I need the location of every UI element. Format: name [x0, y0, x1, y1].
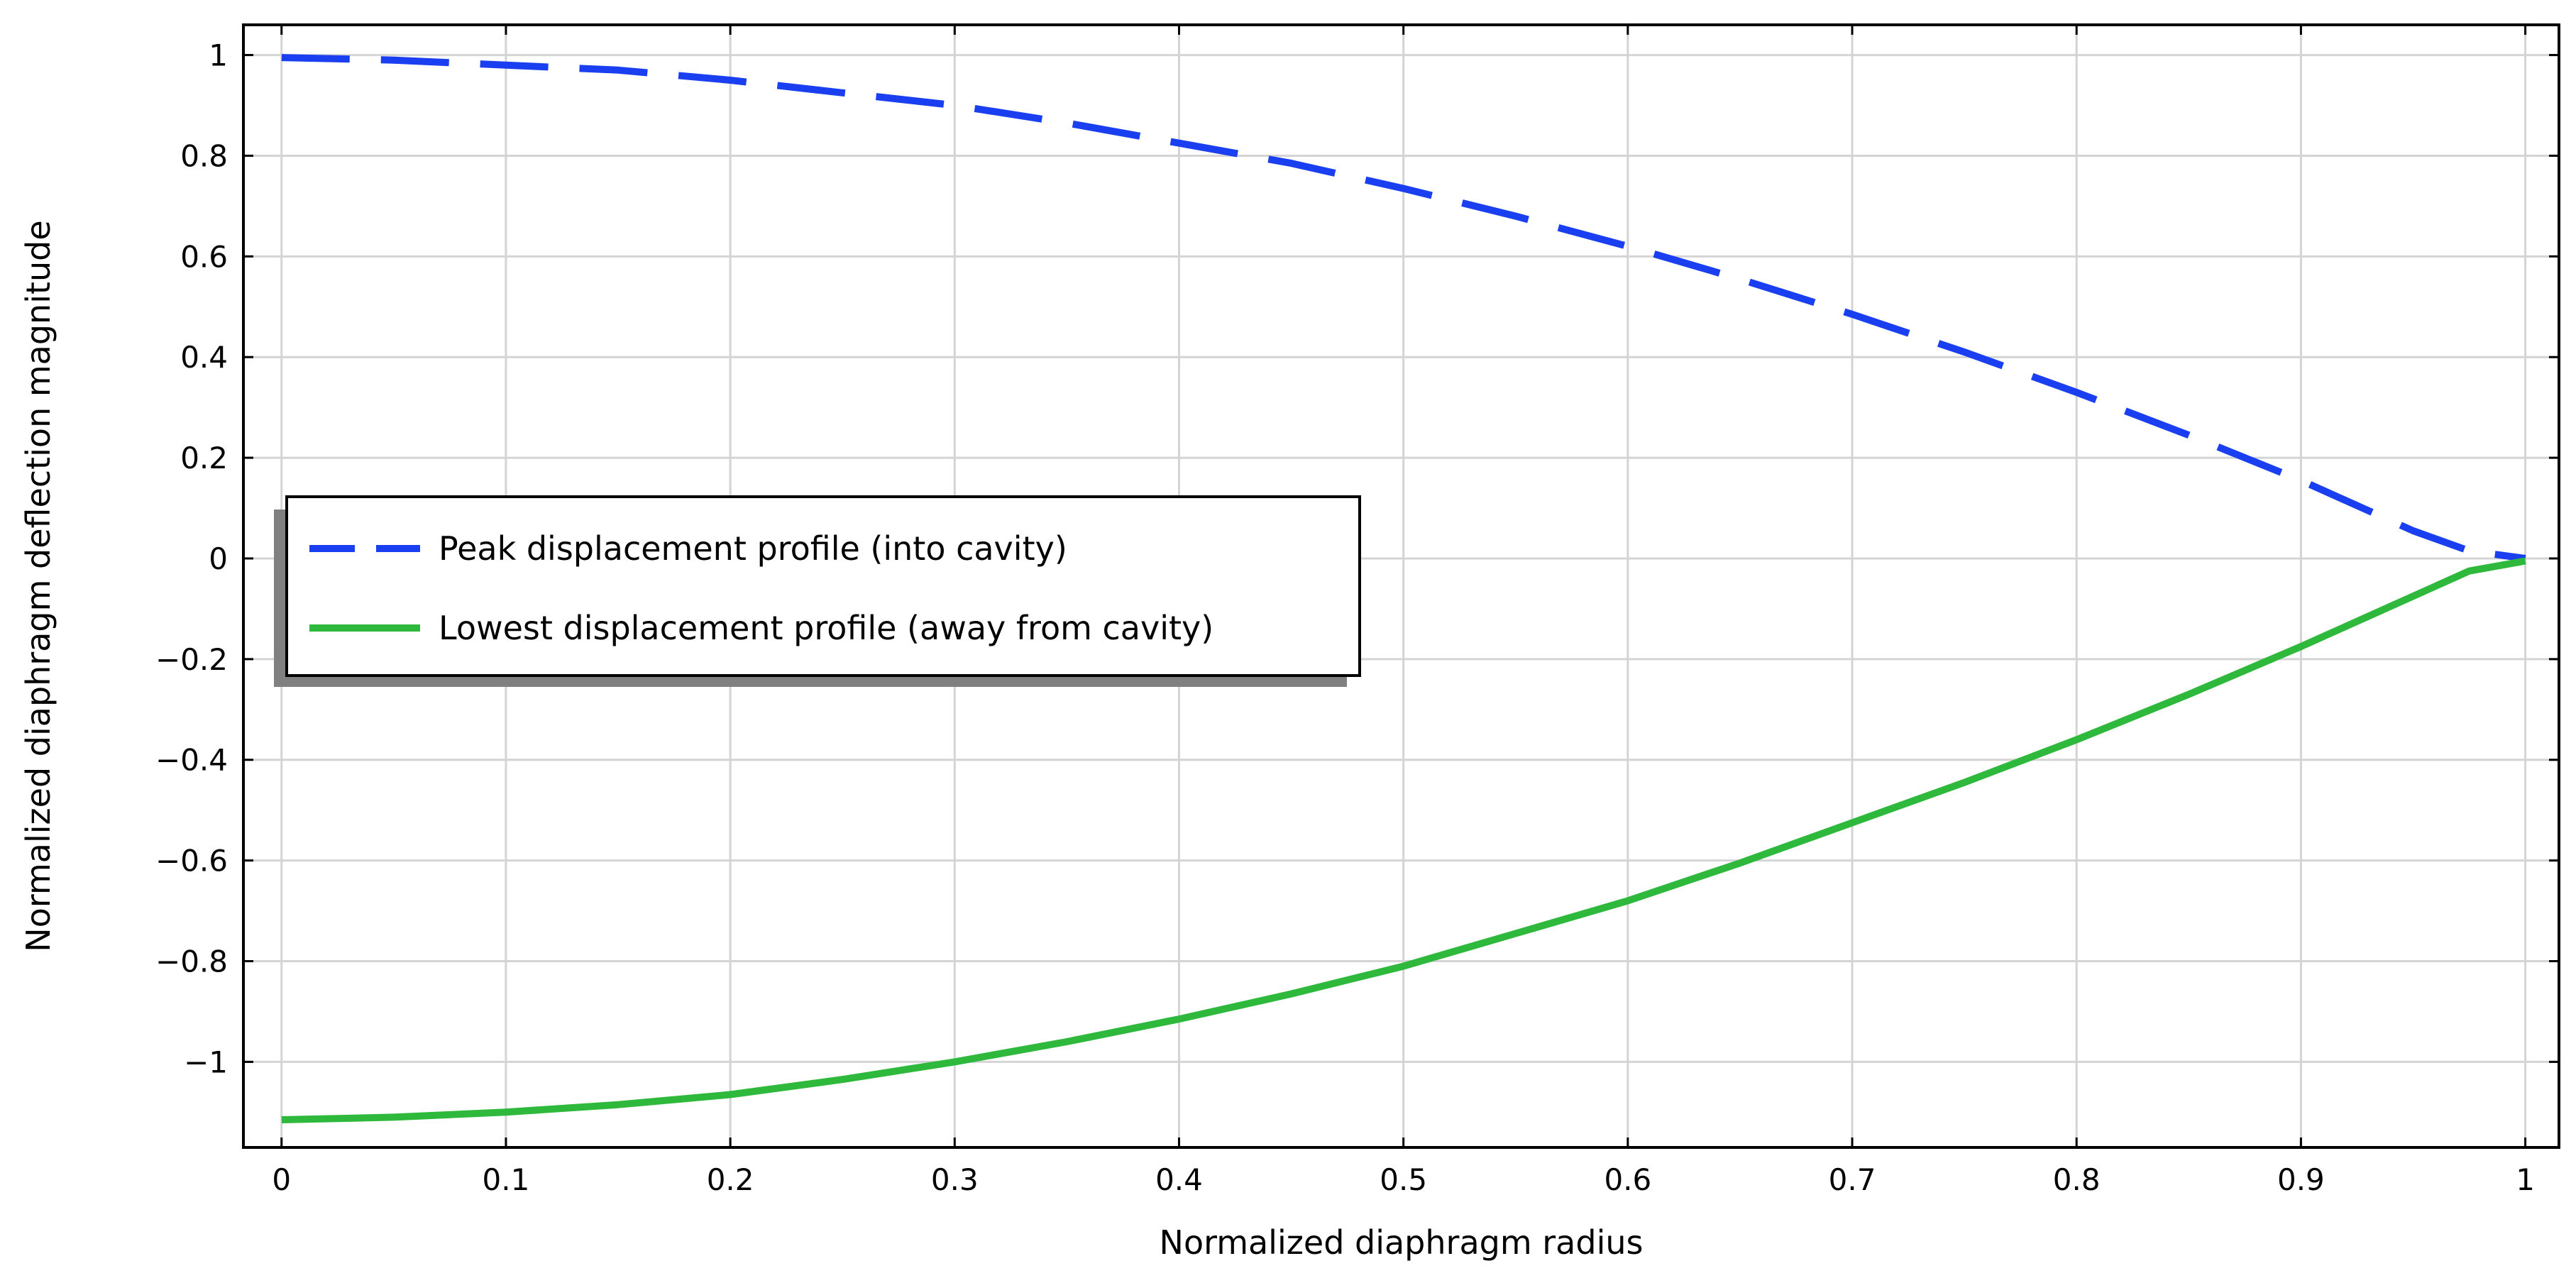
- legend-entry-lowest: Lowest displacement profile (away from c…: [439, 609, 1213, 647]
- x-tick-label: 0.4: [1155, 1162, 1203, 1197]
- y-tick-label: 0.6: [180, 239, 228, 274]
- grid: [243, 25, 2559, 1147]
- y-tick-label: 0.4: [180, 340, 228, 375]
- y-tick-label: −0.4: [155, 743, 228, 778]
- y-tick-label: 1: [209, 38, 228, 73]
- y-tick-label: 0.8: [180, 138, 228, 173]
- x-tick-label: 0.2: [707, 1162, 754, 1197]
- x-tick-label: 0: [272, 1162, 291, 1197]
- x-tick-label: 0.3: [931, 1162, 979, 1197]
- legend-box: [285, 495, 1361, 677]
- x-tick-label: 1: [2516, 1162, 2535, 1197]
- x-axis-label: Normalized diaphragm radius: [1160, 1223, 1644, 1262]
- series-line-peak: [281, 54, 2526, 562]
- x-tick-label: 0.6: [1604, 1162, 1651, 1197]
- legend-entry-peak: Peak displacement profile (into cavity): [439, 529, 1067, 568]
- y-tick-label: −0.6: [155, 844, 228, 878]
- y-axis-label: Normalized diaphragm deflection magnitud…: [19, 220, 57, 952]
- x-tick-label: 0.8: [2053, 1162, 2101, 1197]
- x-tick-label: 0.1: [483, 1162, 530, 1197]
- y-tick-label: −0.8: [155, 944, 228, 979]
- x-tick-label: 0.7: [1829, 1162, 1876, 1197]
- y-tick-label: 0.2: [180, 441, 228, 475]
- tick-layer: 0 0.1 0.2 0.3 0.4 0.5 0.6 0.7 0.8 0.9 1 1 0.8 0.6 0.4 0…: [155, 25, 2559, 1197]
- y-tick-label: 0: [209, 541, 228, 576]
- plot-frame: [242, 23, 2560, 1149]
- series-line-lowest: [281, 557, 2526, 1123]
- y-tick-label: −0.2: [155, 642, 228, 677]
- x-tick-label: 0.9: [2277, 1162, 2325, 1197]
- x-tick-label: 0.5: [1380, 1162, 1427, 1197]
- legend: Peak displacement profile (into cavity) …: [274, 495, 1361, 687]
- series-layer: [281, 54, 2526, 1123]
- y-tick-label: −1: [184, 1045, 228, 1079]
